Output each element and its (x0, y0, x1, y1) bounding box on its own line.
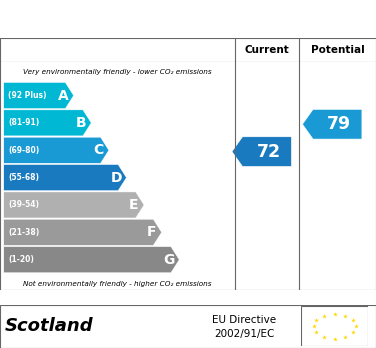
Text: B: B (76, 116, 86, 130)
Text: D: D (111, 171, 122, 184)
Text: EU Directive: EU Directive (212, 315, 276, 325)
Text: (69-80): (69-80) (8, 146, 39, 155)
Polygon shape (4, 110, 91, 136)
Polygon shape (4, 137, 109, 163)
Text: Not environmentally friendly - higher CO₂ emissions: Not environmentally friendly - higher CO… (23, 280, 212, 287)
Text: C: C (94, 143, 104, 157)
Text: Current: Current (244, 45, 290, 55)
Text: G: G (163, 253, 175, 267)
Polygon shape (4, 165, 126, 191)
Text: (81-91): (81-91) (8, 118, 39, 127)
Polygon shape (4, 219, 162, 245)
Text: (55-68): (55-68) (8, 173, 39, 182)
Text: 2002/91/EC: 2002/91/EC (214, 329, 274, 339)
Text: E: E (129, 198, 139, 212)
Polygon shape (4, 82, 74, 109)
Text: Very environmentally friendly - lower CO₂ emissions: Very environmentally friendly - lower CO… (23, 69, 212, 75)
Polygon shape (4, 192, 144, 218)
Text: F: F (147, 225, 156, 239)
Text: (21-38): (21-38) (8, 228, 39, 237)
Text: (39-54): (39-54) (8, 200, 39, 209)
Polygon shape (232, 137, 291, 166)
Text: Scotland: Scotland (5, 317, 93, 335)
Text: 79: 79 (327, 115, 352, 133)
Polygon shape (4, 247, 179, 273)
Polygon shape (302, 109, 362, 139)
Text: Potential: Potential (311, 45, 364, 55)
Text: A: A (58, 88, 69, 103)
Text: (92 Plus): (92 Plus) (8, 91, 47, 100)
Text: (1-20): (1-20) (8, 255, 34, 264)
Text: 72: 72 (257, 143, 281, 161)
Text: Environmental Impact (CO₂) Rating: Environmental Impact (CO₂) Rating (30, 11, 346, 26)
